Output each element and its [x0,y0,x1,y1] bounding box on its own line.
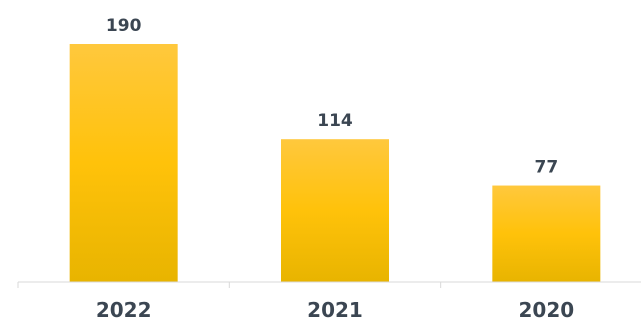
bar-2021 [281,139,389,282]
value-labels: 190 114 77 [106,16,558,178]
x-tick-label-2020: 2020 [518,298,574,322]
x-axis-tick-labels: 2022 2021 2020 [96,298,574,322]
x-axis [17,281,641,288]
data-label-2022: 190 [106,16,142,36]
x-tick-label-2021: 2021 [307,298,363,322]
data-label-2020: 77 [534,158,558,178]
data-label-2021: 114 [317,111,353,131]
bar-2020 [492,185,601,282]
bar-2022 [69,44,178,282]
x-tick-label-2022: 2022 [96,298,152,322]
bars [69,44,601,282]
